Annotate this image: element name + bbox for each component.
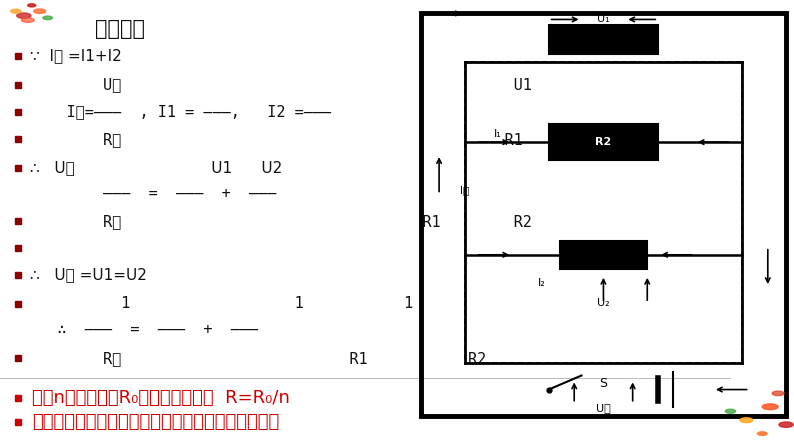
Text: ∴   U总                            U1      U2: ∴ U总 U1 U2: [30, 160, 283, 175]
Text: U总                                           U1: U总 U1: [30, 77, 532, 93]
Ellipse shape: [757, 432, 767, 435]
Ellipse shape: [28, 4, 36, 7]
Text: R1: R1: [596, 29, 611, 38]
Text: I₂: I₂: [538, 278, 545, 288]
Text: 1                  1           1: 1 1 1: [30, 296, 414, 312]
Text: ∴   U总 =U1=U2: ∴ U总 =U1=U2: [30, 267, 147, 283]
Text: R总                                 R1        R2: R总 R1 R2: [30, 214, 532, 229]
Text: R总                         R1           R2: R总 R1 R2: [30, 351, 487, 366]
Ellipse shape: [11, 9, 21, 13]
Ellipse shape: [772, 391, 784, 396]
Text: 欧姆定律: 欧姆定律: [95, 19, 145, 39]
Ellipse shape: [21, 18, 34, 22]
Text: U₂: U₂: [597, 298, 610, 308]
Text: ———  =  ———  +  ———: ——— = ——— + ———: [30, 186, 276, 201]
Text: ∴  ———  =  ———  +  ———: ∴ ——— = ——— + ———: [30, 322, 258, 337]
Ellipse shape: [740, 417, 753, 423]
Text: I总: I总: [460, 186, 469, 195]
Bar: [549, 124, 658, 160]
Text: R总                                          R1: R总 R1: [30, 132, 523, 147]
Text: ∵  I总 =I1+I2: ∵ I总 =I1+I2: [30, 48, 122, 63]
Ellipse shape: [33, 9, 46, 13]
Text: I₁: I₁: [494, 129, 501, 139]
Text: U₁: U₁: [597, 14, 610, 25]
Bar: [560, 240, 647, 269]
Text: R2: R2: [596, 137, 611, 147]
Ellipse shape: [43, 16, 52, 20]
Bar: [549, 25, 658, 54]
Ellipse shape: [762, 404, 778, 409]
Text: S: S: [599, 377, 607, 390]
Text: I总=———  , I1 = ———,   I2 =———: I总=——— , I1 = ———, I2 =———: [30, 104, 331, 119]
Text: U总: U总: [596, 403, 611, 413]
Ellipse shape: [17, 13, 31, 18]
Text: 当有n个定值电阻R₀并联时，总电阻  R=R₀/n: 当有n个定值电阻R₀并联时，总电阻 R=R₀/n: [32, 389, 290, 407]
Ellipse shape: [726, 409, 735, 413]
Text: 即总电阻小于任一支路电阻，但并联越多总电阻越小: 即总电阻小于任一支路电阻，但并联越多总电阻越小: [32, 413, 279, 431]
Ellipse shape: [779, 422, 793, 427]
